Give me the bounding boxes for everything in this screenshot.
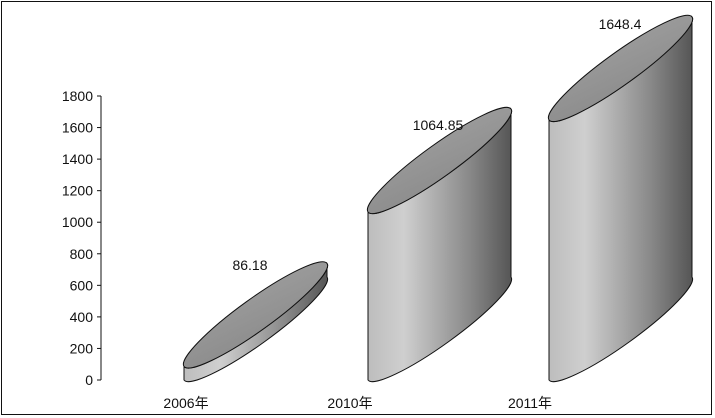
category-label: 2010年 [327,395,372,411]
y-tick-label: 1000 [62,214,93,230]
cylinder-bar [547,14,694,383]
y-tick-label: 1600 [62,120,93,136]
category-label: 2006年 [163,395,208,411]
y-tick-label: 0 [85,372,93,388]
y-tick-label: 800 [70,246,94,262]
labels-layer: 86.18 2006年 1064.85 2010年 1648.4 2011年 [163,16,641,411]
cylinder-bar [182,261,329,383]
y-axis: 0 200 400 600 800 1000 1200 1400 1600 1800 [62,88,102,388]
cylinder-top-cap [547,14,694,123]
y-tick-label: 600 [70,277,94,293]
cylinder-bar [366,106,513,383]
y-tick-label: 1200 [62,183,93,199]
y-tick-label: 400 [70,309,94,325]
cylinder-top-cap [182,261,329,369]
cylinder-top-cap [366,106,513,215]
y-tick-label: 1400 [62,151,93,167]
y-tick-label: 200 [70,340,94,356]
category-label: 2011年 [508,395,552,411]
y-tick-label: 1800 [62,88,93,104]
data-label: 1648.4 [599,16,642,32]
data-label: 1064.85 [413,117,464,133]
data-label: 86.18 [232,257,267,273]
bars-layer [182,14,694,383]
